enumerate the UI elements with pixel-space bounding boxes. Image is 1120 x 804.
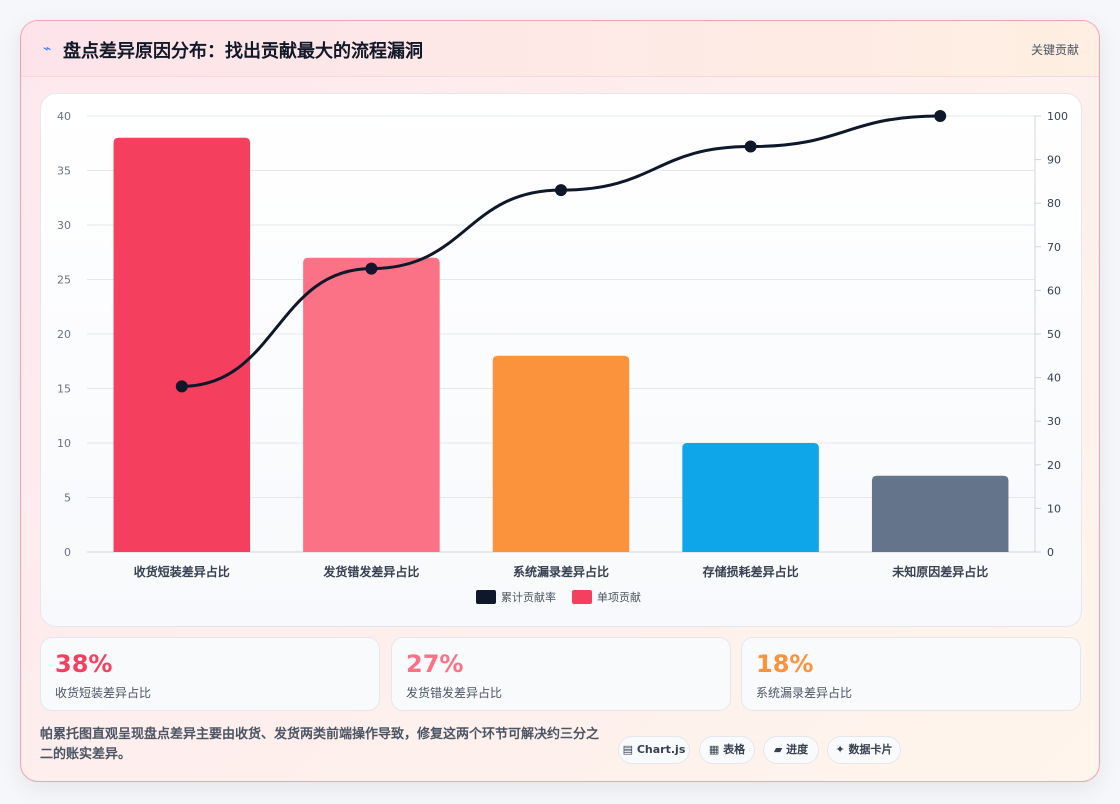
- bar: [303, 257, 440, 552]
- bar: [871, 475, 1009, 552]
- y-left-tick-label: 10: [57, 437, 71, 450]
- stat-label: 收货短装差异占比: [55, 686, 152, 700]
- page-title: 盘点差异原因分布：找出贡献最大的流程漏洞: [63, 41, 423, 62]
- legend-label-single: 单项贡献: [597, 590, 641, 604]
- table-icon: ▦: [708, 743, 720, 756]
- tag-label: 数据卡片: [848, 743, 893, 756]
- y-left-tick-label: 25: [57, 274, 71, 287]
- pareto-card: ⌁ 盘点差异原因分布：找出贡献最大的流程漏洞 关键贡献 0 5 10 15 20 25 30…: [20, 20, 1100, 782]
- x-tick-label: 收货短装差异占比: [134, 564, 230, 579]
- y-right-tick-label: 80: [1047, 197, 1061, 210]
- y-right-tick-label: 100: [1047, 110, 1068, 123]
- y-right-tick-label: 40: [1047, 372, 1061, 385]
- cumulative-point: [934, 110, 947, 122]
- cumulative-point: [744, 140, 757, 153]
- summary-text: 帕累托图直观呈现盘点差异主要由收货、发货两类前端操作导致，修复这两个环节可解决约…: [40, 727, 600, 762]
- y-left-tick-label: 20: [57, 328, 71, 341]
- lightning-icon: ⌁: [43, 41, 52, 57]
- stat-value: 27%: [406, 650, 464, 678]
- y-right-tick-label: 0: [1047, 546, 1054, 559]
- bar: [492, 355, 630, 552]
- y-left-tick-label: 15: [57, 383, 71, 396]
- y-left-tick-label: 0: [64, 546, 71, 559]
- cumulative-line: [181, 114, 941, 388]
- y-left-tick-label: 40: [57, 110, 71, 123]
- progress-icon: ▰: [773, 743, 783, 756]
- y-right-tick-label: 60: [1047, 284, 1061, 297]
- y-left-tick-label: 35: [57, 165, 71, 178]
- y-right-tick-label: 90: [1047, 154, 1061, 167]
- sparkle-icon: ✦: [835, 743, 845, 756]
- legend-swatch-cumulative: [476, 590, 496, 604]
- x-tick-label: 系统漏录差异占比: [513, 564, 609, 579]
- legend-swatch-single: [572, 590, 592, 604]
- stat-value: 18%: [756, 650, 814, 678]
- y-right-tick-label: 30: [1047, 415, 1061, 428]
- card-header: ⌁ 盘点差异原因分布：找出贡献最大的流程漏洞 关键贡献: [21, 21, 1099, 77]
- bar: [113, 137, 251, 553]
- tag-label: Chart.js: [636, 743, 686, 756]
- x-tick-label: 存储损耗差异占比: [702, 564, 799, 579]
- stat-value: 38%: [55, 650, 113, 678]
- chart-panel: 0 5 10 15 20 25 30 35 40 0 10 20 30 40 50 60 70 80 90 100 收货…: [40, 93, 1082, 627]
- x-tick-label: 发货错发差异占比: [322, 564, 419, 579]
- stat-card-shipping: 27% 发货错发差异占比: [391, 637, 731, 711]
- stat-cards: 38% 收货短装差异占比 27% 发货错发差异占比 18% 系统漏录差异占比: [40, 637, 1082, 711]
- tag-label: 表格: [723, 743, 746, 756]
- x-tick-label: 未知原因差异占比: [891, 564, 988, 579]
- y-right-tick-label: 50: [1047, 328, 1061, 341]
- pareto-chart: 0 5 10 15 20 25 30 35 40 0 10 20 30 40 50 60 70 80 90 100 收货…: [57, 110, 1068, 604]
- cumulative-point: [365, 262, 378, 275]
- chart-icon: ▤: [622, 743, 634, 756]
- stat-card-system: 18% 系统漏录差异占比: [741, 637, 1081, 711]
- tag-chartjs[interactable]: ▤ Chart.js: [618, 736, 690, 764]
- legend-label-cumulative: 累计贡献率: [501, 590, 556, 604]
- stat-card-receiving: 38% 收货短装差异占比: [40, 637, 380, 711]
- tag-data-card[interactable]: ✦ 数据卡片: [827, 736, 901, 764]
- y-right-tick-label: 10: [1047, 502, 1061, 515]
- cumulative-point: [555, 184, 567, 197]
- y-left-tick-label: 5: [64, 492, 71, 505]
- y-left-tick-label: 30: [57, 219, 71, 232]
- tag-label: 进度: [786, 743, 809, 756]
- tag-progress[interactable]: ▰ 进度: [763, 736, 819, 764]
- cumulative-point: [175, 380, 188, 393]
- tag-table[interactable]: ▦ 表格: [699, 736, 755, 764]
- stat-label: 系统漏录差异占比: [756, 686, 853, 700]
- y-right-tick-label: 20: [1047, 459, 1061, 472]
- bar: [682, 443, 819, 552]
- stat-label: 发货错发差异占比: [406, 686, 503, 700]
- key-contribution-link[interactable]: 关键贡献: [1030, 43, 1079, 57]
- y-right-tick-label: 70: [1047, 241, 1061, 254]
